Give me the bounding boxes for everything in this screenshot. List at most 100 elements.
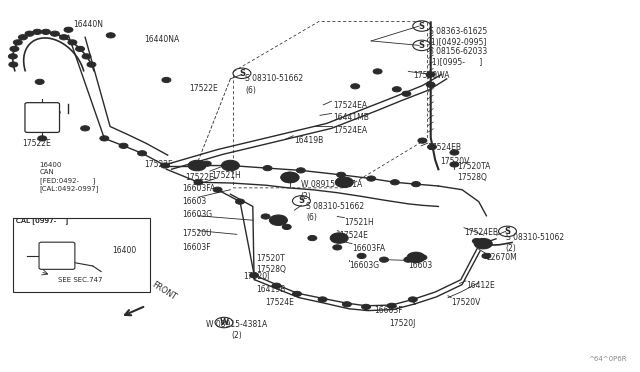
Circle shape (28, 254, 36, 258)
Circle shape (292, 291, 301, 296)
Circle shape (412, 255, 420, 260)
FancyBboxPatch shape (25, 103, 60, 132)
Circle shape (481, 242, 490, 247)
Text: 16603: 16603 (182, 197, 207, 206)
Circle shape (404, 257, 413, 262)
Text: 16419B: 16419B (256, 285, 285, 294)
Circle shape (162, 77, 171, 83)
Text: 16603G: 16603G (349, 261, 379, 270)
Text: 16603FA: 16603FA (352, 244, 385, 253)
Text: CAL [0997-    ]: CAL [0997- ] (16, 218, 68, 224)
Text: 16412E: 16412E (466, 281, 495, 290)
Circle shape (8, 54, 17, 59)
Text: SEE SEC.747: SEE SEC.747 (58, 277, 102, 283)
Circle shape (296, 168, 305, 173)
Text: 16440N: 16440N (74, 20, 104, 29)
Text: S 08310-51662
(6): S 08310-51662 (6) (306, 202, 364, 222)
Circle shape (335, 236, 343, 240)
Text: 17524EA: 17524EA (333, 101, 367, 110)
Circle shape (418, 255, 427, 260)
Text: ^64^0P6R: ^64^0P6R (589, 356, 627, 362)
Text: 17524EB: 17524EB (464, 228, 498, 237)
Text: S 08310-51062
(2): S 08310-51062 (2) (506, 232, 564, 253)
Circle shape (9, 62, 18, 67)
Circle shape (76, 46, 84, 51)
Circle shape (387, 303, 396, 308)
Text: 16603F: 16603F (374, 306, 403, 315)
Circle shape (330, 233, 348, 243)
Text: 17520V: 17520V (440, 157, 470, 166)
Text: 17520TA
17528Q: 17520TA 17528Q (458, 162, 491, 182)
Text: W: W (285, 173, 294, 182)
Circle shape (450, 150, 459, 155)
Text: 17520T
17528Q: 17520T 17528Q (256, 254, 286, 274)
Text: W 08915-4381A
(2): W 08915-4381A (2) (301, 180, 362, 201)
FancyBboxPatch shape (39, 242, 75, 269)
Text: CAL [0997-    ]: CAL [0997- ] (16, 218, 68, 224)
Circle shape (106, 33, 115, 38)
Text: 16603: 16603 (408, 261, 433, 270)
Circle shape (261, 214, 270, 219)
Circle shape (318, 297, 327, 302)
Circle shape (367, 176, 376, 181)
Circle shape (426, 72, 435, 77)
Circle shape (286, 175, 294, 180)
Circle shape (250, 273, 259, 278)
Text: 17522E: 17522E (22, 140, 51, 148)
Circle shape (119, 143, 128, 148)
Text: 16400: 16400 (112, 246, 136, 254)
Text: S: S (504, 227, 511, 236)
Circle shape (225, 162, 234, 167)
Text: 17521H: 17521H (211, 171, 241, 180)
Text: S 08310-51662
(6): S 08310-51662 (6) (245, 74, 303, 94)
Circle shape (188, 160, 206, 171)
Circle shape (335, 177, 353, 187)
Circle shape (426, 82, 435, 87)
Circle shape (479, 241, 487, 246)
Text: 17524E: 17524E (266, 298, 294, 307)
Text: 16440NA: 16440NA (144, 35, 179, 44)
Text: 17522E: 17522E (186, 173, 214, 182)
Circle shape (472, 238, 481, 244)
Text: 17520J: 17520J (389, 319, 415, 328)
Circle shape (474, 238, 492, 249)
Circle shape (380, 257, 388, 262)
Text: 17522E: 17522E (189, 84, 218, 93)
Text: S: S (298, 196, 305, 205)
Circle shape (272, 283, 281, 288)
Text: 17520V: 17520V (451, 298, 481, 307)
Circle shape (193, 163, 201, 168)
Circle shape (337, 172, 346, 177)
Circle shape (269, 215, 287, 225)
Text: S: S (419, 22, 425, 31)
Circle shape (282, 224, 291, 230)
Text: 16603G: 16603G (182, 210, 212, 219)
Circle shape (428, 144, 436, 150)
Text: 17521H: 17521H (344, 218, 374, 227)
Circle shape (33, 29, 42, 35)
Circle shape (19, 35, 28, 40)
Circle shape (38, 136, 47, 141)
Text: 16603FA: 16603FA (182, 184, 216, 193)
Text: 17520J: 17520J (243, 272, 269, 280)
Bar (13, 218, 150, 292)
Circle shape (227, 163, 234, 168)
Text: W 08915-4381A
(2): W 08915-4381A (2) (206, 320, 268, 340)
Circle shape (263, 166, 272, 171)
Circle shape (51, 31, 60, 36)
Circle shape (418, 138, 427, 143)
Text: 17520U: 17520U (182, 229, 212, 238)
Text: S 08363-61625
(1)[0492-0995]: S 08363-61625 (1)[0492-0995] (429, 27, 487, 47)
Text: 16603F: 16603F (182, 243, 211, 251)
Text: 16400
CAN
[FED:0492-      ]
[CAL:0492-0997]: 16400 CAN [FED:0492- ] [CAL:0492-0997] (40, 162, 99, 192)
Circle shape (357, 253, 366, 259)
Circle shape (392, 87, 401, 92)
Circle shape (275, 218, 282, 222)
Circle shape (412, 182, 420, 187)
Circle shape (138, 151, 147, 156)
Text: W: W (220, 318, 228, 327)
Circle shape (60, 35, 68, 40)
Circle shape (13, 40, 22, 45)
Text: 16441MB: 16441MB (333, 113, 369, 122)
Text: FRONT: FRONT (150, 280, 178, 302)
